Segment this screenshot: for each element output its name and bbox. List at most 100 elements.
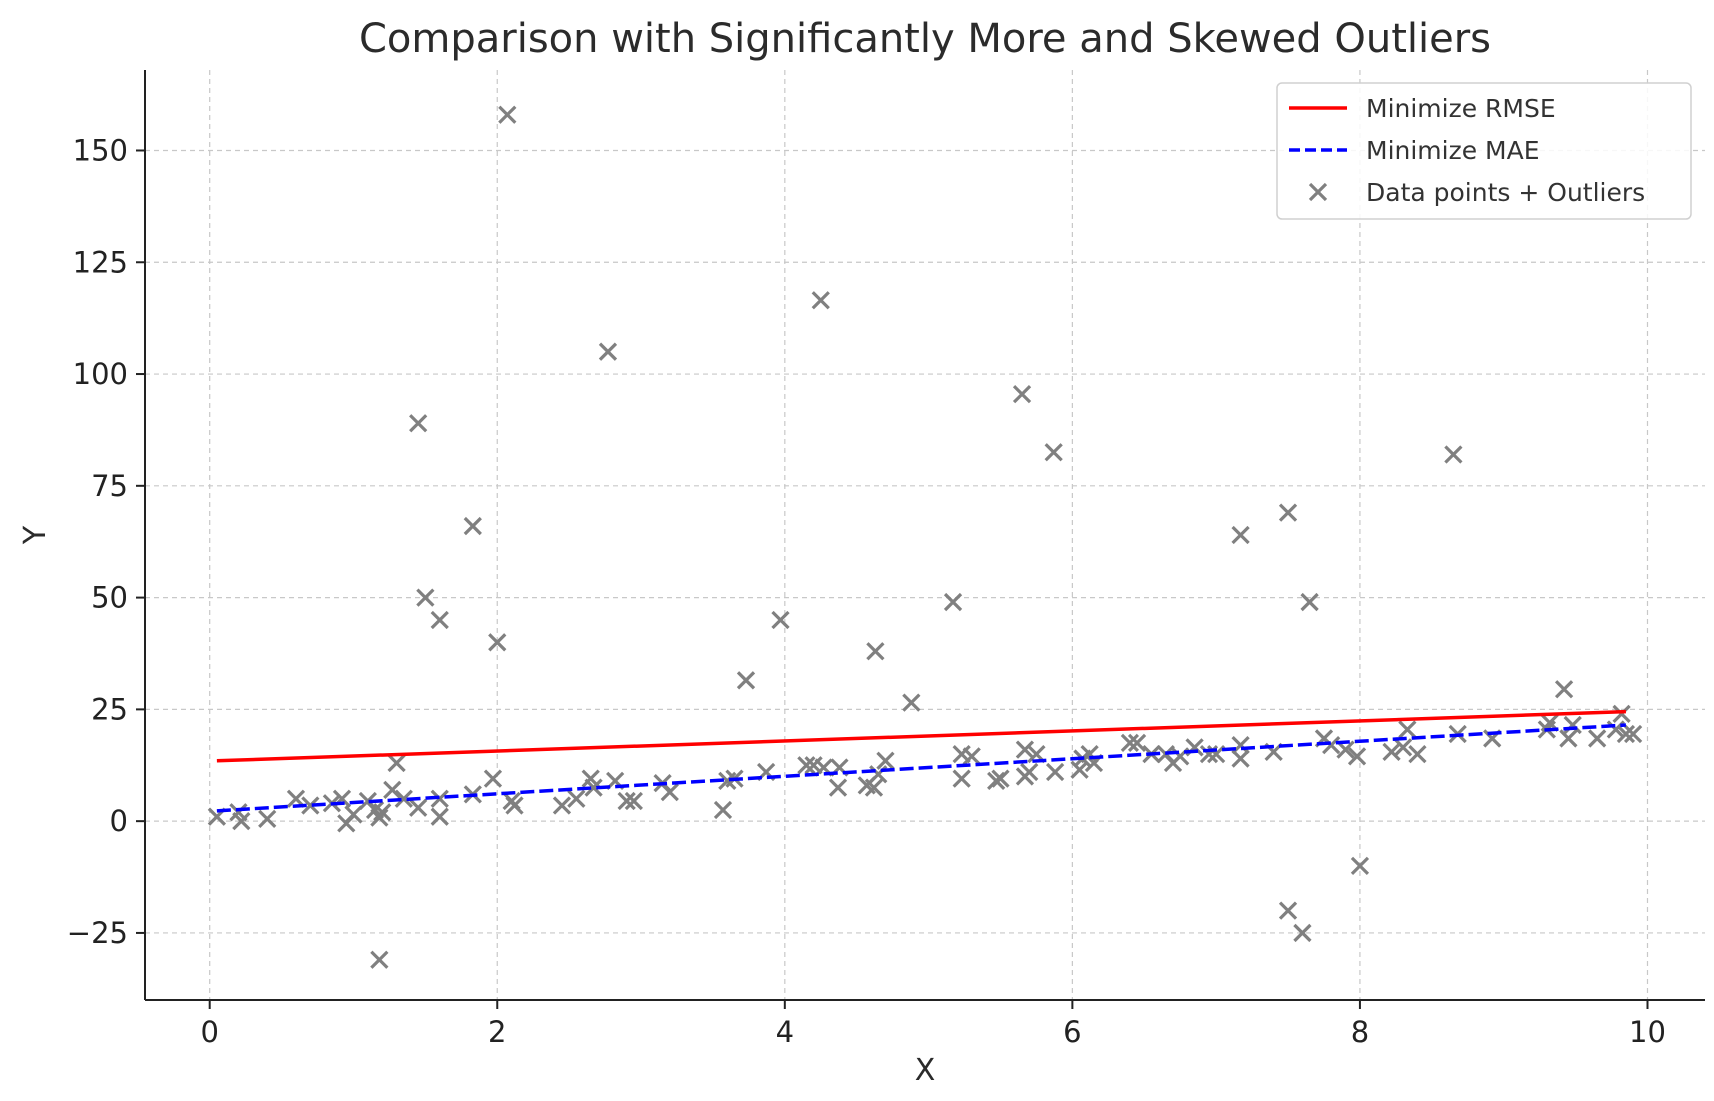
data-point xyxy=(1408,744,1427,764)
x-tick-label: 6 xyxy=(1063,1015,1081,1049)
x-tick-label: 10 xyxy=(1629,1015,1666,1049)
data-point xyxy=(811,291,830,310)
data-point xyxy=(584,778,603,797)
data-point xyxy=(488,633,507,652)
data-point xyxy=(828,778,848,797)
y-tick-label: 150 xyxy=(73,133,128,167)
y-tick-label: 75 xyxy=(91,469,128,503)
data-point xyxy=(660,782,679,802)
data-point xyxy=(430,610,449,630)
legend: Minimize RMSE Minimize MAE Data points + O… xyxy=(1276,82,1692,220)
legend-marker-swatch xyxy=(1308,182,1328,202)
fit-line xyxy=(216,709,1626,763)
data-point xyxy=(430,789,449,808)
y-tick-label: 100 xyxy=(73,357,128,391)
fit-lines xyxy=(216,709,1627,813)
data-point xyxy=(1231,749,1250,768)
data-point xyxy=(409,414,428,433)
y-tick-label: 0 xyxy=(110,804,128,838)
data-point xyxy=(876,751,895,770)
data-point xyxy=(1020,762,1039,782)
y-tick-label: −25 xyxy=(67,916,128,950)
data-point xyxy=(864,778,884,797)
data-point xyxy=(1559,729,1578,748)
data-point xyxy=(1623,724,1643,744)
data-point xyxy=(373,803,392,822)
data-point xyxy=(598,342,618,361)
legend-label: Data points + Outliers xyxy=(1366,178,1645,207)
data-point xyxy=(736,671,756,690)
legend-label: Minimize MAE xyxy=(1366,136,1540,165)
data-point xyxy=(617,791,636,811)
data-point xyxy=(387,753,406,773)
data-point xyxy=(1563,715,1582,735)
data-point xyxy=(1616,724,1636,744)
data-point xyxy=(713,800,733,820)
data-point xyxy=(483,769,503,788)
data-point xyxy=(258,809,277,829)
x-axis-label: X xyxy=(915,1053,936,1088)
data-point xyxy=(1444,445,1463,464)
data-point xyxy=(1612,704,1631,723)
data-point xyxy=(416,588,435,607)
ticks: 0 2 4 6 8 10 −25 0 25 50 75 100 125 150 xyxy=(67,133,1666,1049)
fit-line xyxy=(216,723,1627,813)
x-tick-label: 0 xyxy=(200,1015,218,1049)
data-point xyxy=(1045,762,1065,782)
data-point xyxy=(498,105,517,124)
data-point xyxy=(1322,736,1341,755)
x-tick-label: 8 xyxy=(1351,1015,1369,1049)
y-axis-label: Y xyxy=(18,525,53,545)
data-point xyxy=(1070,760,1089,779)
data-point xyxy=(1347,747,1367,766)
data-point xyxy=(370,950,389,969)
y-tick-label: 25 xyxy=(91,692,128,726)
data-point xyxy=(1278,901,1298,920)
data-point xyxy=(1120,733,1140,753)
data-point xyxy=(1554,680,1574,699)
chart-title: Comparison with Significantly More and S… xyxy=(359,16,1491,62)
data-point xyxy=(1300,592,1319,612)
data-point xyxy=(505,796,524,815)
data-point xyxy=(962,747,981,766)
data-point xyxy=(1336,740,1355,759)
data-point xyxy=(1015,740,1035,759)
data-point xyxy=(552,796,572,815)
data-point xyxy=(1231,525,1250,545)
data-point xyxy=(1127,733,1147,753)
y-tick-label: 125 xyxy=(73,245,128,279)
data-point xyxy=(1278,503,1298,522)
x-tick-label: 2 xyxy=(488,1015,506,1049)
data-point xyxy=(624,791,643,811)
data-point xyxy=(902,693,921,712)
y-tick-label: 50 xyxy=(91,581,128,615)
data-point xyxy=(943,592,963,612)
data-point xyxy=(1382,742,1401,761)
data-point xyxy=(1588,729,1607,748)
data-point xyxy=(301,796,320,815)
data-point xyxy=(1012,385,1032,404)
legend-label: Minimize RMSE xyxy=(1366,94,1556,123)
data-point xyxy=(797,756,816,775)
data-point xyxy=(952,769,971,788)
data-point xyxy=(383,780,402,799)
legend-box xyxy=(1276,82,1692,220)
data-point xyxy=(1398,720,1417,739)
data-point xyxy=(344,805,363,824)
data-point xyxy=(232,812,251,831)
axes xyxy=(144,70,1705,1001)
data-point xyxy=(1350,856,1370,875)
data-point xyxy=(991,769,1010,788)
data-point xyxy=(567,789,586,808)
data-point xyxy=(1293,923,1312,943)
data-point xyxy=(394,789,413,808)
data-point xyxy=(409,798,428,817)
data-point xyxy=(1044,443,1063,462)
data-point xyxy=(370,808,389,827)
x-tick-label: 4 xyxy=(776,1015,794,1049)
data-point xyxy=(866,642,885,661)
data-point xyxy=(430,807,449,826)
data-point xyxy=(463,516,482,536)
data-point xyxy=(771,610,790,630)
